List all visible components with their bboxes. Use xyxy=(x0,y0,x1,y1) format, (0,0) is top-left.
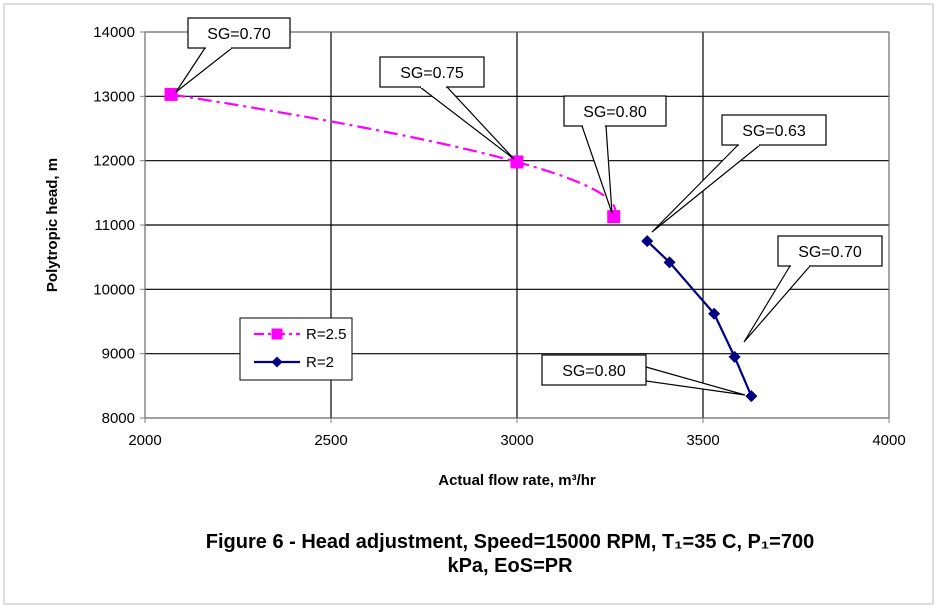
x-tick-label: 3000 xyxy=(500,432,533,449)
callout-label: SG=0.80 xyxy=(583,104,647,121)
x-tick-label: 2500 xyxy=(314,432,347,449)
series xyxy=(164,87,758,403)
y-tick-label: 13000 xyxy=(93,88,135,105)
legend-box xyxy=(239,317,353,381)
data-point xyxy=(641,235,654,248)
chart-frame xyxy=(3,3,934,605)
y-tick-label: 9000 xyxy=(102,346,135,363)
tick-labels: 2000 2500 3000 3500 4000 8000 9000 10000 11000 12… xyxy=(93,24,905,449)
callout-box xyxy=(541,354,647,386)
data-point xyxy=(728,350,741,363)
callout: SG=0.80 xyxy=(541,354,746,396)
callout-box xyxy=(563,95,667,127)
x-axis-title: Actual flow rate, m³/hr xyxy=(438,472,596,489)
legend-swatch-marker xyxy=(271,356,283,368)
figure-caption-line-2: kPa, EoS=PR xyxy=(447,555,573,577)
callout-label: SG=0.63 xyxy=(742,123,806,140)
callout: SG=0.80 xyxy=(563,95,667,214)
y-tick-label: 10000 xyxy=(93,281,135,298)
callout-label: SG=0.75 xyxy=(400,65,464,82)
legend-entry: R=2 xyxy=(254,354,334,371)
y-tick-label: 14000 xyxy=(93,24,135,41)
data-point xyxy=(164,87,178,101)
legend-swatch-marker xyxy=(271,328,283,340)
figure-caption: Figure 6 - Head adjustment, Speed=15000 … xyxy=(100,530,920,578)
data-point xyxy=(607,210,621,224)
legend-entry: R=2.5 xyxy=(254,326,346,343)
callout-label: SG=0.70 xyxy=(207,26,271,43)
callouts: SG=0.70 SG=0.75 SG=0.80 SG=0.63 SG=0.70 SG=0.… xyxy=(175,17,883,396)
x-tick-label: 3500 xyxy=(686,432,719,449)
x-tick-label: 2000 xyxy=(128,432,161,449)
figure-caption-line-1: Figure 6 - Head adjustment, Speed=15000 … xyxy=(205,531,815,553)
callout-box xyxy=(777,235,883,267)
callout-label: SG=0.70 xyxy=(798,244,862,261)
y-tick-label: 12000 xyxy=(93,153,135,170)
y-tick-label: 11000 xyxy=(94,217,135,234)
legend: R=2.5 R=2 xyxy=(239,317,353,381)
x-tick-label: 4000 xyxy=(872,432,905,449)
callout-label: SG=0.80 xyxy=(562,363,626,380)
legend-label: R=2.5 xyxy=(306,326,346,343)
data-point xyxy=(663,256,676,269)
series-1 xyxy=(641,235,758,403)
y-tick-label: 8000 xyxy=(102,410,135,427)
legend-label: R=2 xyxy=(306,354,334,371)
y-axis-title: Polytropic head, m xyxy=(44,158,61,292)
callout: SG=0.63 xyxy=(651,114,827,233)
callout: SG=0.75 xyxy=(379,56,515,160)
callout: SG=0.70 xyxy=(175,17,291,93)
callout: SG=0.70 xyxy=(743,235,883,343)
data-point xyxy=(708,307,721,320)
data-point xyxy=(745,390,758,403)
callout-box xyxy=(721,114,827,146)
callout-box xyxy=(379,56,485,88)
callout-box xyxy=(187,17,291,49)
